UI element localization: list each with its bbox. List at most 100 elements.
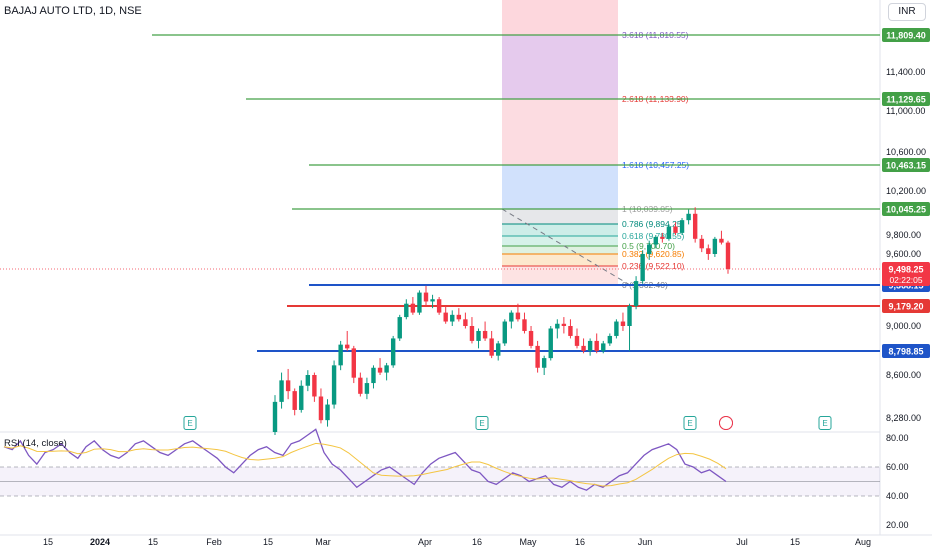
fib-level-label: 0.618 (9,780.55) — [622, 231, 685, 241]
fib-band-2618 — [502, 99, 618, 165]
price-tick-label: 10,600.00 — [886, 147, 926, 157]
time-tick-label: Feb — [206, 537, 222, 547]
candle-body — [279, 380, 284, 402]
candle-body — [384, 365, 389, 373]
fib-band-3618 — [502, 35, 618, 99]
candle-body — [574, 335, 580, 346]
event-markers[interactable]: EEEDE — [183, 416, 832, 430]
countdown-label: 02:22:05 — [889, 275, 922, 285]
level-price-tag — [882, 28, 930, 42]
price-tick-label: 10,200.00 — [886, 186, 926, 196]
earnings-marker — [183, 416, 197, 430]
rsi-indicator-label[interactable]: RSI (14, close) — [4, 438, 67, 449]
rsi-line — [3, 428, 727, 491]
level-price-tag — [882, 299, 930, 313]
candle-body — [528, 330, 534, 346]
fibonacci-extension-zone[interactable]: 3.618 (11,810.55)2.618 (11,133.90)1.618 … — [501, 0, 689, 290]
candle-body — [653, 236, 658, 245]
earnings-marker — [475, 416, 489, 430]
level-price-tag — [882, 202, 930, 216]
candle-body — [686, 213, 691, 221]
last-price-tag — [882, 262, 930, 286]
candle-body — [679, 220, 685, 233]
candle-body — [496, 343, 501, 356]
fib-band-1 — [502, 224, 618, 236]
level-price-tag — [882, 344, 930, 358]
candle-body — [476, 330, 481, 341]
rsi-tick-label: 80.00 — [886, 433, 909, 443]
candle-body — [292, 391, 297, 410]
candle-body — [489, 338, 494, 356]
time-tick-label: Aug — [855, 537, 871, 547]
candlestick-series — [272, 207, 731, 435]
chart-axes: 11,400.00 11,000.00 10,600.00 10,200.00 9,80… — [43, 67, 926, 547]
symbol-title[interactable]: BAJAJ AUTO LTD, 1D, NSE — [4, 5, 142, 17]
candle-body — [450, 314, 455, 322]
price-tick-label: 9,800.00 — [886, 230, 921, 240]
rsi-ma-line — [3, 442, 727, 487]
earnings-marker — [818, 416, 832, 430]
fib-band-1618 — [502, 165, 618, 209]
candle-body — [548, 328, 553, 359]
candle-body — [305, 375, 311, 386]
price-tick-label: 8,600.00 — [886, 370, 921, 380]
earnings-marker-label: E — [479, 419, 484, 428]
fib-band-4 — [502, 254, 618, 266]
candle-body — [555, 323, 560, 329]
candle-body — [318, 396, 324, 421]
candle-body — [627, 305, 632, 326]
candle-body — [436, 299, 442, 313]
candle-body — [331, 365, 337, 405]
fib-band-5 — [502, 266, 618, 286]
fib-level-label: 0.382 (9,620.85) — [622, 249, 685, 259]
rsi-pane — [0, 428, 880, 497]
candle-body — [482, 330, 488, 339]
rsi-tick-label: 60.00 — [886, 462, 909, 472]
time-tick-label: 2024 — [90, 537, 110, 547]
candle-body — [410, 303, 416, 313]
last-price-label: 9,498.25 — [888, 265, 923, 275]
candle-body — [673, 226, 678, 233]
candle-body — [587, 340, 593, 351]
chart-grid — [0, 0, 932, 536]
candle-body — [430, 299, 435, 302]
candle-body — [647, 244, 652, 254]
candle-body — [581, 345, 586, 351]
price-tick-label: 11,000.00 — [886, 106, 925, 116]
currency-button[interactable]: INR — [888, 3, 926, 21]
time-tick-label: 16 — [575, 537, 585, 547]
time-tick-label: May — [519, 537, 537, 547]
candle-body — [561, 323, 567, 326]
candle-body — [541, 358, 547, 368]
candle-body — [463, 319, 468, 326]
candle-body — [456, 314, 462, 320]
time-tick-label: 15 — [43, 537, 53, 547]
price-tick-label: 9,600.00 — [886, 249, 921, 259]
candle-body — [699, 238, 704, 249]
candle-body — [620, 321, 626, 326]
time-tick-label: Jul — [736, 537, 748, 547]
earnings-marker-label: E — [187, 419, 192, 428]
split-marker — [719, 416, 733, 430]
candle-body — [607, 335, 613, 344]
fib-level-label: 0.236 (9,522.10) — [622, 261, 685, 271]
candle-body — [633, 281, 639, 306]
fib-trend-line — [501, 208, 631, 286]
horizontal-levels[interactable]: 11,809.4011,129.6510,463.1510,045.259,36… — [0, 28, 930, 358]
fib-band-0 — [502, 209, 618, 224]
price-tick-label: 8,280.00 — [886, 413, 921, 423]
price-tick-label: 11,400.00 — [886, 67, 925, 77]
candle-body — [706, 248, 711, 254]
candle-body — [469, 326, 475, 341]
candle-body — [594, 340, 599, 351]
candle-body — [614, 321, 619, 336]
candle-body — [443, 312, 448, 322]
candle-body — [522, 319, 527, 331]
candle-body — [312, 375, 317, 397]
candle-body — [345, 344, 350, 349]
candle-body — [725, 242, 731, 270]
candle-body — [377, 367, 383, 373]
fib-level-label: 0.786 (9,894.25) — [622, 219, 685, 229]
time-tick-label: Apr — [418, 537, 432, 547]
